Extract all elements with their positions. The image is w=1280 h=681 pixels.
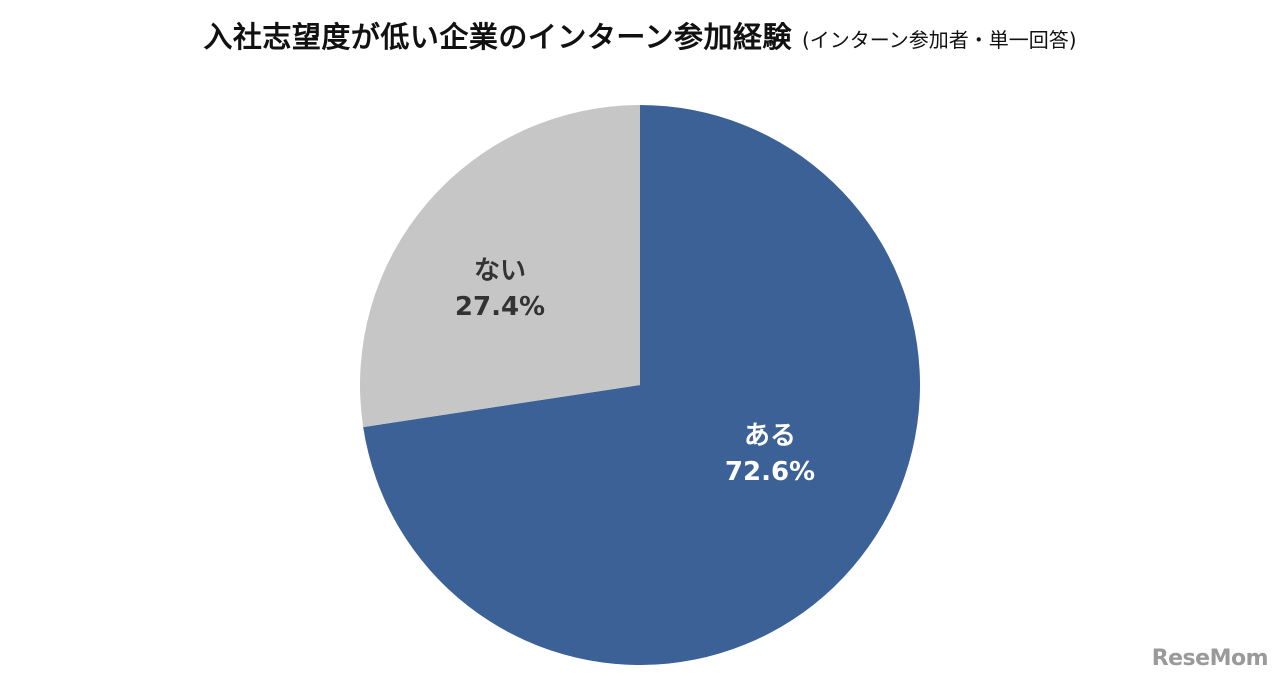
- chart-title-row: 入社志望度が低い企業のインターン参加経験 (インターン参加者・単一回答): [0, 14, 1280, 56]
- pie-slice-2: [360, 105, 640, 428]
- slice-category-label-1: ある: [744, 421, 796, 451]
- slice-category-label-2: ない: [474, 256, 526, 286]
- slice-value-label-1: 72.6%: [725, 457, 815, 487]
- slice-value-label-2: 27.4%: [455, 292, 545, 322]
- chart-title: 入社志望度が低い企業のインターン参加経験: [203, 20, 792, 54]
- pie-labels: ある 72.6% ない 27.4%: [455, 256, 815, 487]
- chart-subtitle: (インターン参加者・単一回答): [801, 28, 1077, 52]
- pie-slices: [360, 105, 921, 666]
- watermark-logo: ReseMom: [1151, 646, 1269, 671]
- pie-slice-1: [363, 105, 921, 666]
